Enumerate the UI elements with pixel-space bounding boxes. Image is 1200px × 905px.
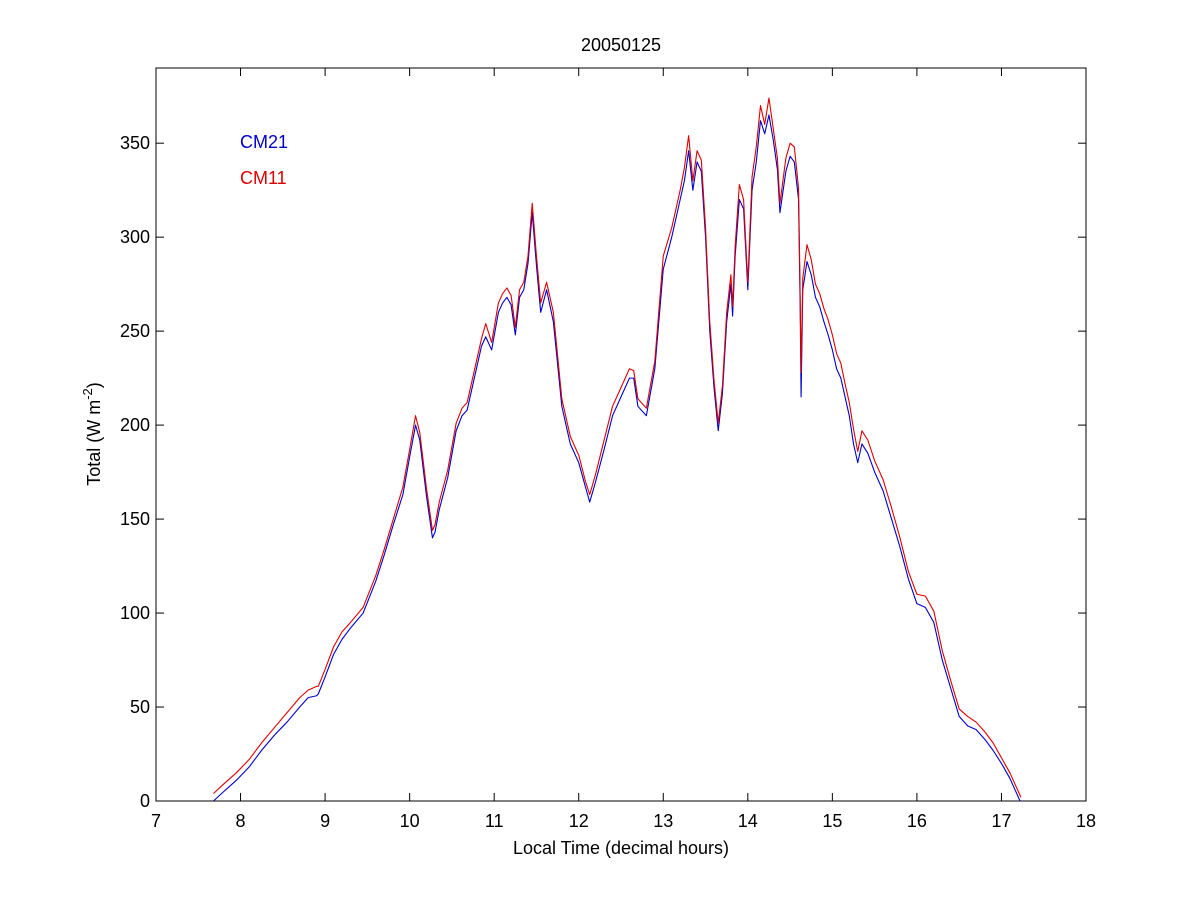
x-tick-label: 14 (738, 811, 758, 831)
y-tick-label: 200 (120, 415, 150, 435)
chart-title: 20050125 (581, 35, 661, 55)
legend-entry-cm11: CM11 (240, 168, 287, 188)
x-tick-label: 16 (907, 811, 927, 831)
y-axis-label: Total (W m-2) (80, 382, 104, 486)
x-tick-label: 18 (1076, 811, 1096, 831)
series-group (213, 97, 1022, 802)
y-tick-label: 0 (140, 791, 150, 811)
legend: CM21 CM11 (240, 132, 288, 188)
x-tick-label: 7 (151, 811, 161, 831)
legend-entry-cm21: CM21 (240, 132, 288, 152)
x-tick-label: 11 (485, 811, 504, 831)
x-tick-label: 12 (569, 811, 589, 831)
x-tick-label: 15 (822, 811, 842, 831)
y-axis-label-superscript: -2 (80, 388, 95, 400)
x-tick-label: 17 (991, 811, 1011, 831)
plot-area (155, 67, 1087, 802)
x-tick-label: 13 (653, 811, 673, 831)
y-tick-label: 250 (120, 321, 150, 341)
ticks-group: 7 8 9 10 11 12 13 14 15 16 17 18 0 50 100 150 200 250 300 3… (120, 68, 1096, 831)
y-tick-label: 100 (120, 603, 150, 623)
x-axis-label: Local Time (decimal hours) (513, 838, 729, 858)
x-tick-label: 9 (320, 811, 330, 831)
y-tick-label: 150 (120, 509, 150, 529)
series-line-cm11 (213, 97, 1022, 798)
y-tick-label: 350 (120, 133, 150, 153)
y-tick-label: 50 (130, 697, 150, 717)
series-line-cm21 (213, 114, 1021, 802)
x-tick-label: 8 (236, 811, 246, 831)
y-tick-label: 300 (120, 227, 150, 247)
x-tick-label: 10 (400, 811, 420, 831)
y-axis-label-main: Total (W m (84, 400, 104, 486)
y-axis-label-close: ) (84, 382, 104, 388)
